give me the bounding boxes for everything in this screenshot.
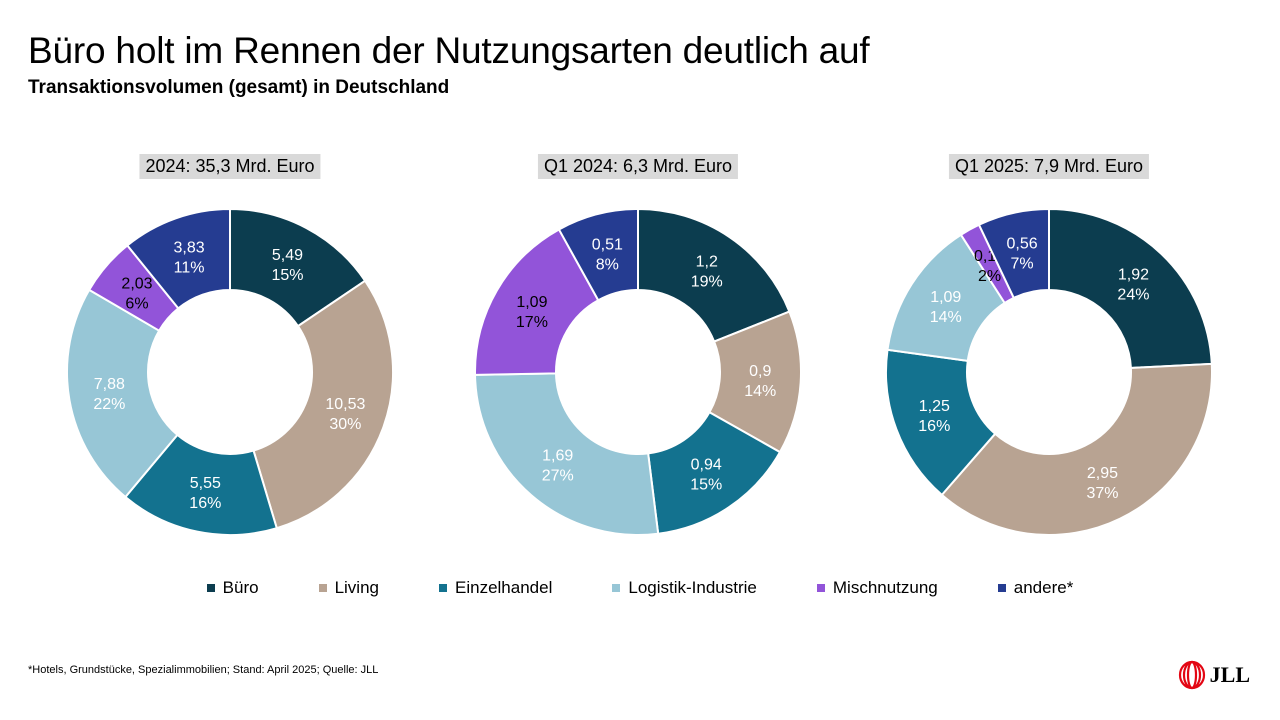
donut-slice-andere [557,207,639,302]
legend-swatch [997,584,1006,592]
legend-item-living: Living [318,578,379,598]
legend-label: Büro [222,578,259,597]
data-label-value: 1,09 [516,294,547,311]
page-subtitle: Transaktionsvolumen (gesamt) in Deutschl… [28,77,450,98]
data-label-percent: 24% [1117,286,1149,303]
jll-logo: JLL [1177,660,1250,690]
data-label-percent: 11% [174,260,205,277]
legend-item-mischnutzung: Mischnutzung [816,578,938,598]
donut-chart-2024: 2024: 35,3 Mrd. Euro 5,49 15% 10,53 30% 5,55… [60,150,400,550]
data-label-value: 0,56 [1006,236,1037,253]
data-label-value: 2,95 [1087,465,1118,482]
data-label-value: 5,49 [272,247,303,264]
donut-slice-living [252,279,394,530]
legend-item-logistik-industrie: Logistik-Industrie [612,578,757,598]
legend-item-buero: Büro [206,578,259,598]
data-label-value: 0,94 [691,457,722,474]
data-label-value: 3,83 [173,240,204,257]
data-label-percent: 19% [691,274,723,291]
donut-slice-logistik-industrie [66,288,179,499]
data-label-value: 1,09 [930,289,961,306]
data-label-percent: 14% [930,309,962,326]
donut-slice-mischnutzung [474,228,600,376]
donut-slice-andere [977,207,1050,300]
legend-swatch [318,584,327,592]
data-label-value: 1,2 [696,254,718,271]
data-label-percent: 30% [329,416,361,433]
data-label-value: 1,92 [1118,266,1149,283]
donut-chart-q1-2025: Q1 2025: 7,9 Mrd. Euro 1,92 24% 2,95 37% 1,2… [879,150,1219,550]
data-label-percent: 2% [978,268,1001,285]
legend-label: Living [334,578,379,597]
jll-logo-icon [1178,660,1205,690]
legend-label: Mischnutzung [832,578,938,597]
donut-svg: 1,2 19% 0,9 14% 0,94 15% 1,69 27% 1,09 17% 0,51 8% [474,207,802,536]
data-label-percent: 16% [918,418,950,435]
donut-slice-büro [1048,207,1213,369]
donut-slice-andere [125,207,231,310]
legend-label: Einzelhandel [455,578,553,597]
donut-slice-büro [637,207,791,343]
chart-title: Q1 2025: 7,9 Mrd. Euro [948,154,1150,179]
data-label-value: 1,25 [919,398,950,415]
donut-svg: 5,49 15% 10,53 30% 5,55 16% 7,88 22% 2,03 6% 3,83 1… [66,207,394,536]
chart-legend: Büro Living Einzelhandel Logistik-Indust… [0,578,1280,598]
data-label-value: 0,51 [592,236,623,253]
donut-slice-einzelhandel [885,348,997,497]
data-label-percent: 16% [189,495,221,512]
data-label-value: 2,03 [121,275,152,292]
data-label-percent: 6% [125,295,148,312]
legend-label: Logistik-Industrie [628,578,757,597]
legend-item-einzelhandel: Einzelhandel [439,578,552,598]
data-label-percent: 22% [93,396,125,413]
footnote: *Hotels, Grundstücke, Spezialimmobilien;… [28,664,379,676]
legend-label: andere* [1013,578,1074,597]
legend-item-andere: andere* [997,578,1074,598]
data-label-percent: 17% [516,314,548,331]
donut-slice-living [940,362,1213,536]
page-title: Büro holt im Rennen der Nutzungsarten de… [28,30,870,71]
donut-slice-logistik-industrie [474,372,660,536]
data-label-percent: 27% [542,468,574,485]
chart-title: Q1 2024: 6,3 Mrd. Euro [537,154,739,179]
data-label-value: 0,9 [749,363,771,380]
legend-swatch [439,584,447,592]
data-label-percent: 14% [744,383,776,400]
data-label-percent: 37% [1086,485,1118,502]
legend-swatch [816,584,825,592]
data-label-percent: 15% [271,267,303,284]
chart-title: 2024: 35,3 Mrd. Euro [139,154,321,179]
data-label-value: 10,53 [325,396,365,413]
data-label-value: 1,69 [542,448,573,465]
data-label-percent: 7% [1010,256,1033,273]
data-label-percent: 8% [596,256,619,273]
legend-swatch [206,584,215,592]
donut-slice-einzelhandel [124,433,279,536]
logo-text: JLL [1209,662,1250,687]
data-label-value: 7,88 [94,376,125,393]
data-label-percent: 15% [690,477,722,494]
data-label-value: 5,55 [190,475,221,492]
legend-swatch [612,584,621,592]
donut-chart-q1-2024: Q1 2024: 6,3 Mrd. Euro 1,2 19% 0,9 14% 0,94 1… [468,150,808,550]
